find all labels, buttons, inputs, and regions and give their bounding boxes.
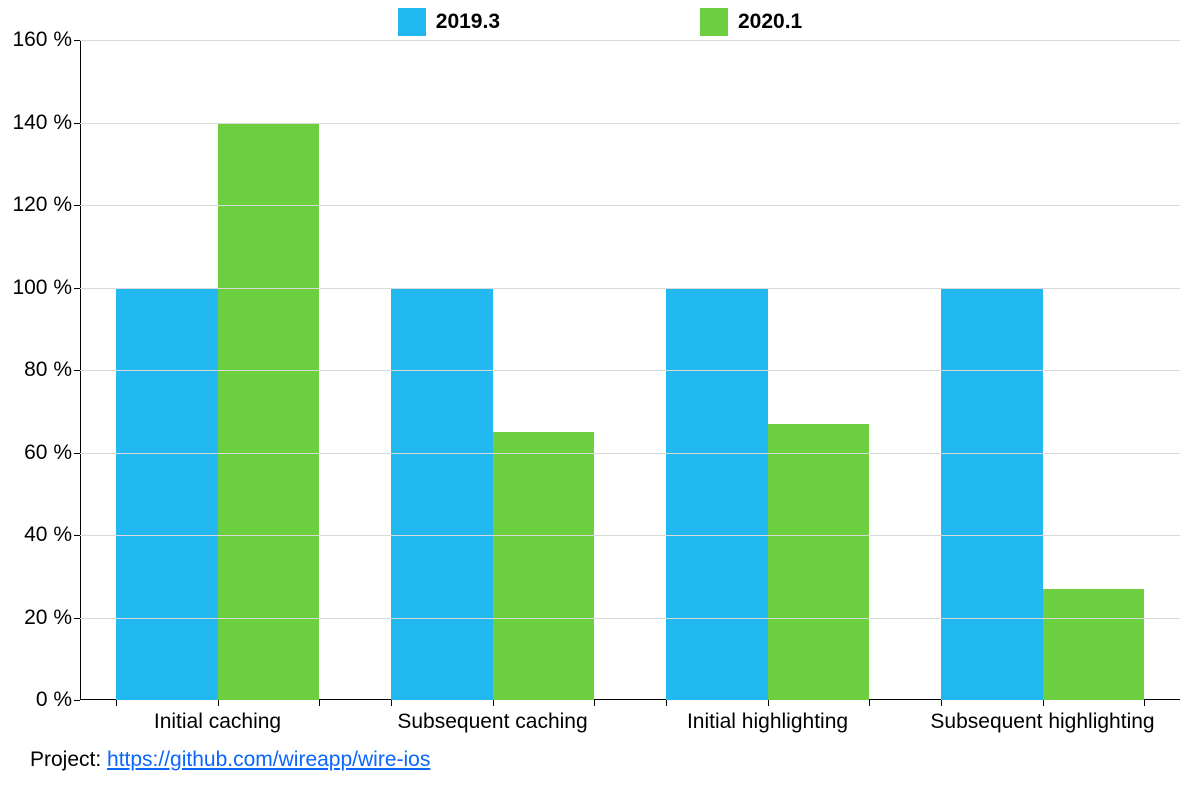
y-tick-label: 140 %	[12, 111, 72, 135]
plot-area: Initial cachingSubsequent cachingInitial…	[80, 40, 1180, 700]
gridline	[80, 453, 1180, 454]
x-category-label: Initial caching	[154, 700, 281, 734]
x-category-label: Subsequent caching	[397, 700, 587, 734]
legend-label-1: 2020.1	[738, 10, 802, 34]
y-tick	[74, 205, 80, 206]
bar	[666, 288, 768, 701]
gridline	[80, 535, 1180, 536]
bar	[116, 288, 218, 701]
bar	[493, 432, 595, 700]
y-tick	[74, 535, 80, 536]
y-tick-label: 120 %	[12, 193, 72, 217]
legend-label-0: 2019.3	[436, 10, 500, 34]
bar	[391, 288, 493, 701]
y-tick-label: 40 %	[24, 523, 72, 547]
gridline	[80, 205, 1180, 206]
y-tick-label: 60 %	[24, 441, 72, 465]
y-tick	[74, 123, 80, 124]
x-category-label: Subsequent highlighting	[930, 700, 1154, 734]
legend: 2019.3 2020.1	[0, 8, 1200, 36]
bar	[1043, 589, 1145, 700]
y-tick-label: 20 %	[24, 606, 72, 630]
x-tick	[869, 700, 870, 706]
y-tick-label: 80 %	[24, 358, 72, 382]
legend-item-1: 2020.1	[700, 8, 802, 36]
chart-container: 2019.3 2020.1 Initial cachingSubsequent …	[0, 0, 1200, 796]
caption: Project: https://github.com/wireapp/wire…	[30, 748, 430, 772]
gridline	[80, 40, 1180, 41]
y-tick	[74, 40, 80, 41]
bar	[941, 288, 1043, 701]
y-tick	[74, 453, 80, 454]
y-tick	[74, 370, 80, 371]
gridline	[80, 618, 1180, 619]
legend-swatch-1	[700, 8, 728, 36]
gridline	[80, 288, 1180, 289]
x-tick	[319, 700, 320, 706]
y-tick	[74, 288, 80, 289]
x-tick	[116, 700, 117, 706]
caption-prefix: Project:	[30, 748, 107, 771]
bar	[218, 123, 320, 701]
bar	[768, 424, 870, 700]
caption-link[interactable]: https://github.com/wireapp/wire-ios	[107, 748, 430, 771]
x-category-label: Initial highlighting	[687, 700, 848, 734]
y-tick-label: 0 %	[36, 688, 72, 712]
x-tick	[391, 700, 392, 706]
gridline	[80, 370, 1180, 371]
y-tick-label: 100 %	[12, 276, 72, 300]
gridline	[80, 123, 1180, 124]
x-tick	[594, 700, 595, 706]
legend-item-0: 2019.3	[398, 8, 500, 36]
y-tick	[74, 618, 80, 619]
x-tick	[666, 700, 667, 706]
y-tick	[74, 700, 80, 701]
y-tick-label: 160 %	[12, 28, 72, 52]
legend-swatch-0	[398, 8, 426, 36]
